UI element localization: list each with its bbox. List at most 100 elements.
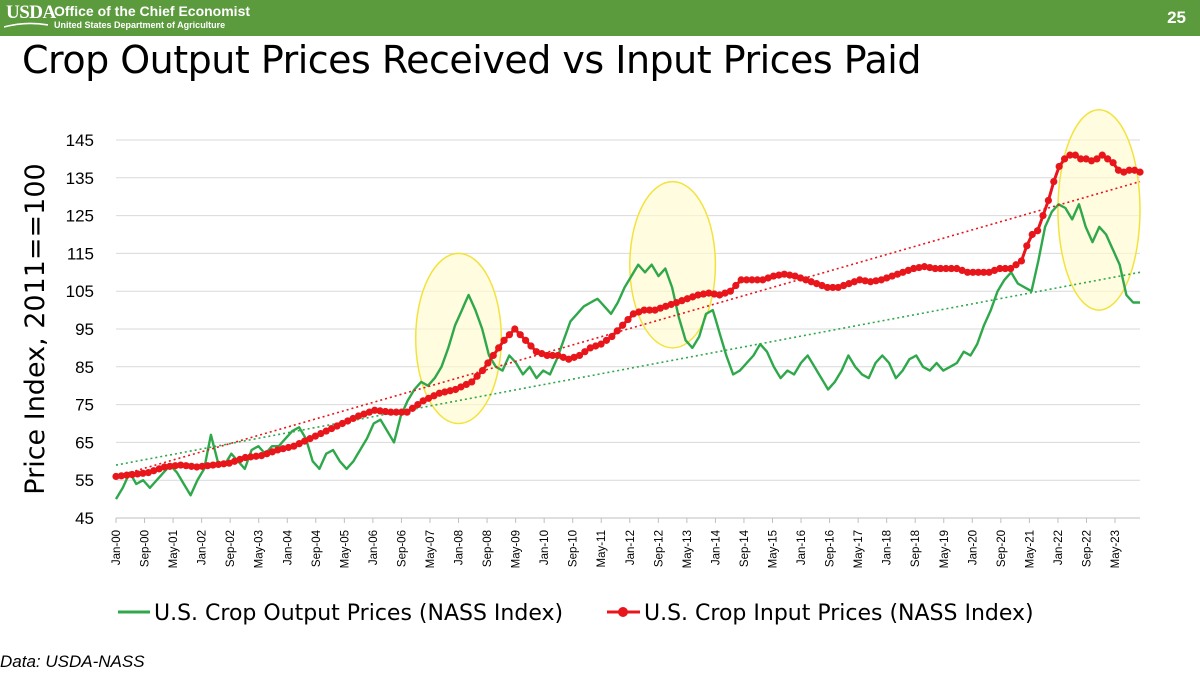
input-data-point bbox=[969, 268, 977, 276]
input-data-point bbox=[769, 272, 778, 280]
x-tick-label: May-11 bbox=[596, 530, 608, 568]
input-data-point bbox=[1055, 162, 1063, 171]
input-data-point bbox=[640, 306, 648, 314]
input-data-point bbox=[942, 264, 950, 273]
input-data-point bbox=[241, 453, 249, 462]
input-data-point bbox=[915, 263, 923, 272]
input-data-point bbox=[505, 331, 514, 339]
line-chart: 45 55 65 75 85 95 105 115 125 135 145 Jan-00 Sep-00 M… bbox=[20, 109, 1144, 626]
input-data-point bbox=[823, 283, 832, 292]
input-data-point bbox=[414, 401, 422, 409]
input-data-point bbox=[694, 291, 702, 299]
input-data-point bbox=[500, 336, 508, 344]
x-tick-label: Sep-14 bbox=[739, 529, 751, 567]
input-data-point bbox=[1023, 242, 1031, 250]
input-data-point bbox=[322, 427, 330, 435]
input-data-point bbox=[171, 462, 179, 470]
input-data-point bbox=[279, 445, 287, 453]
input-data-point bbox=[1109, 159, 1117, 167]
input-data-point bbox=[441, 388, 449, 396]
legend: U.S. Crop Output Prices (NASS Index) U.S.… bbox=[118, 601, 1034, 626]
x-tick-label: Jan-20 bbox=[967, 530, 979, 565]
legend-label-output: U.S. Crop Output Prices (NASS Index) bbox=[154, 601, 563, 626]
input-data-point bbox=[872, 277, 880, 285]
y-tick-label: 65 bbox=[75, 433, 94, 452]
output-price-line bbox=[114, 203, 1140, 500]
x-tick-label: Jan-22 bbox=[1053, 530, 1065, 565]
input-data-point bbox=[753, 276, 761, 284]
input-data-point bbox=[980, 268, 988, 276]
input-data-point bbox=[139, 469, 147, 477]
x-tick-label: May-09 bbox=[511, 530, 523, 568]
input-data-point bbox=[252, 452, 260, 460]
x-tick-label: Jan-02 bbox=[197, 530, 209, 565]
source-note: Data: USDA-NASS bbox=[0, 652, 145, 671]
page-number: 25 bbox=[1167, 8, 1186, 27]
input-data-point bbox=[699, 290, 708, 298]
input-data-point bbox=[1136, 168, 1144, 176]
input-data-point bbox=[344, 417, 352, 425]
input-data-point bbox=[786, 271, 794, 279]
input-data-point bbox=[910, 264, 918, 273]
input-data-point bbox=[392, 408, 400, 416]
input-data-point bbox=[408, 404, 417, 412]
input-data-point bbox=[247, 453, 255, 461]
usda-logo: USDA bbox=[6, 2, 56, 23]
input-data-point bbox=[1039, 212, 1047, 220]
input-data-point bbox=[1017, 257, 1026, 265]
input-data-point bbox=[333, 422, 341, 430]
x-tick-label: Jan-14 bbox=[710, 529, 722, 565]
input-data-point bbox=[1001, 264, 1009, 273]
input-data-point bbox=[419, 397, 427, 405]
input-data-point bbox=[1034, 227, 1042, 235]
input-data-point bbox=[947, 264, 955, 273]
input-data-point bbox=[996, 264, 1004, 273]
input-data-point bbox=[187, 462, 196, 470]
input-data-point bbox=[856, 276, 864, 284]
input-data-point bbox=[371, 406, 379, 414]
x-tick-label: Jan-18 bbox=[882, 530, 894, 565]
input-data-point bbox=[166, 462, 174, 470]
x-tick-label: May-21 bbox=[1024, 530, 1036, 568]
input-data-point bbox=[775, 271, 783, 279]
input-data-point bbox=[511, 325, 519, 333]
input-data-point bbox=[1071, 151, 1079, 159]
header-bar: USDA Office of the Chief Economist Unite… bbox=[0, 0, 1200, 36]
x-tick-label: Jan-10 bbox=[539, 530, 551, 565]
input-data-point bbox=[936, 264, 945, 273]
y-tick-label: 135 bbox=[66, 169, 94, 188]
input-data-point bbox=[619, 321, 627, 329]
input-data-point bbox=[1007, 264, 1015, 273]
x-tick-label: Sep-16 bbox=[825, 530, 837, 567]
slide-title: Crop Output Prices Received vs Input Pri… bbox=[22, 38, 921, 82]
output-trendline bbox=[115, 271, 1141, 466]
input-data-point bbox=[317, 429, 325, 438]
input-data-point bbox=[780, 270, 788, 278]
y-axis-title: Price Index, 2011==100 bbox=[20, 163, 51, 494]
input-data-point bbox=[581, 348, 589, 356]
input-data-point bbox=[495, 344, 503, 352]
x-tick-label: May-17 bbox=[853, 530, 865, 568]
y-tick-label: 45 bbox=[75, 509, 94, 528]
input-data-point bbox=[737, 276, 745, 284]
x-tick-label: May-19 bbox=[939, 530, 951, 568]
input-data-point bbox=[376, 407, 384, 415]
input-data-point bbox=[473, 372, 481, 380]
input-data-point bbox=[290, 442, 298, 450]
y-tick-label: 75 bbox=[75, 396, 94, 415]
input-data-point bbox=[1050, 177, 1058, 186]
input-data-point bbox=[306, 435, 314, 443]
input-data-point bbox=[387, 408, 395, 416]
x-tick-label: Jan-04 bbox=[282, 529, 294, 565]
input-data-point bbox=[1125, 166, 1133, 174]
y-tick-label: 145 bbox=[66, 131, 94, 150]
input-data-point bbox=[311, 432, 320, 440]
input-data-point bbox=[1028, 230, 1036, 239]
input-data-point bbox=[435, 389, 443, 397]
x-tick-label: Jan-08 bbox=[454, 530, 466, 565]
input-data-point bbox=[527, 342, 535, 350]
input-data-point bbox=[133, 470, 142, 478]
x-tick-label: May-07 bbox=[425, 530, 437, 568]
input-data-point bbox=[710, 290, 718, 298]
y-tick-label: 95 bbox=[75, 320, 94, 339]
